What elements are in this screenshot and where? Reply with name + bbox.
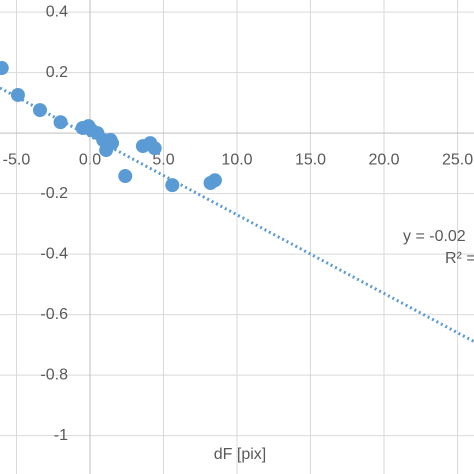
point (118, 169, 133, 184)
y-tick-label: -0.2 (40, 185, 68, 202)
x-tick-label: -5.0 (3, 151, 31, 168)
y-tick-label: -1 (54, 427, 68, 444)
point (207, 173, 222, 188)
y-tick-label: 0.4 (46, 3, 68, 20)
point (10, 87, 25, 102)
trendline-equation: y = -0.02 (403, 228, 466, 245)
y-tick-label: -0.6 (40, 306, 68, 323)
y-tick-label: 0.2 (46, 64, 68, 81)
y-tick-label: -0.8 (40, 366, 68, 383)
x-axis-title: dF [pix] (214, 446, 266, 463)
point (0, 61, 9, 76)
point (32, 103, 47, 118)
point (147, 141, 162, 156)
y-tick-label: -0.4 (40, 245, 68, 262)
point (165, 178, 180, 193)
point (53, 115, 68, 130)
point (105, 136, 120, 151)
x-tick-label: 5.0 (152, 151, 174, 168)
x-tick-label: 25.0 (442, 151, 473, 168)
x-tick-label: 10.0 (221, 151, 252, 168)
x-tick-label: 20.0 (368, 151, 399, 168)
x-tick-label: 15.0 (295, 151, 326, 168)
trendline-r2: R² = (445, 250, 474, 267)
